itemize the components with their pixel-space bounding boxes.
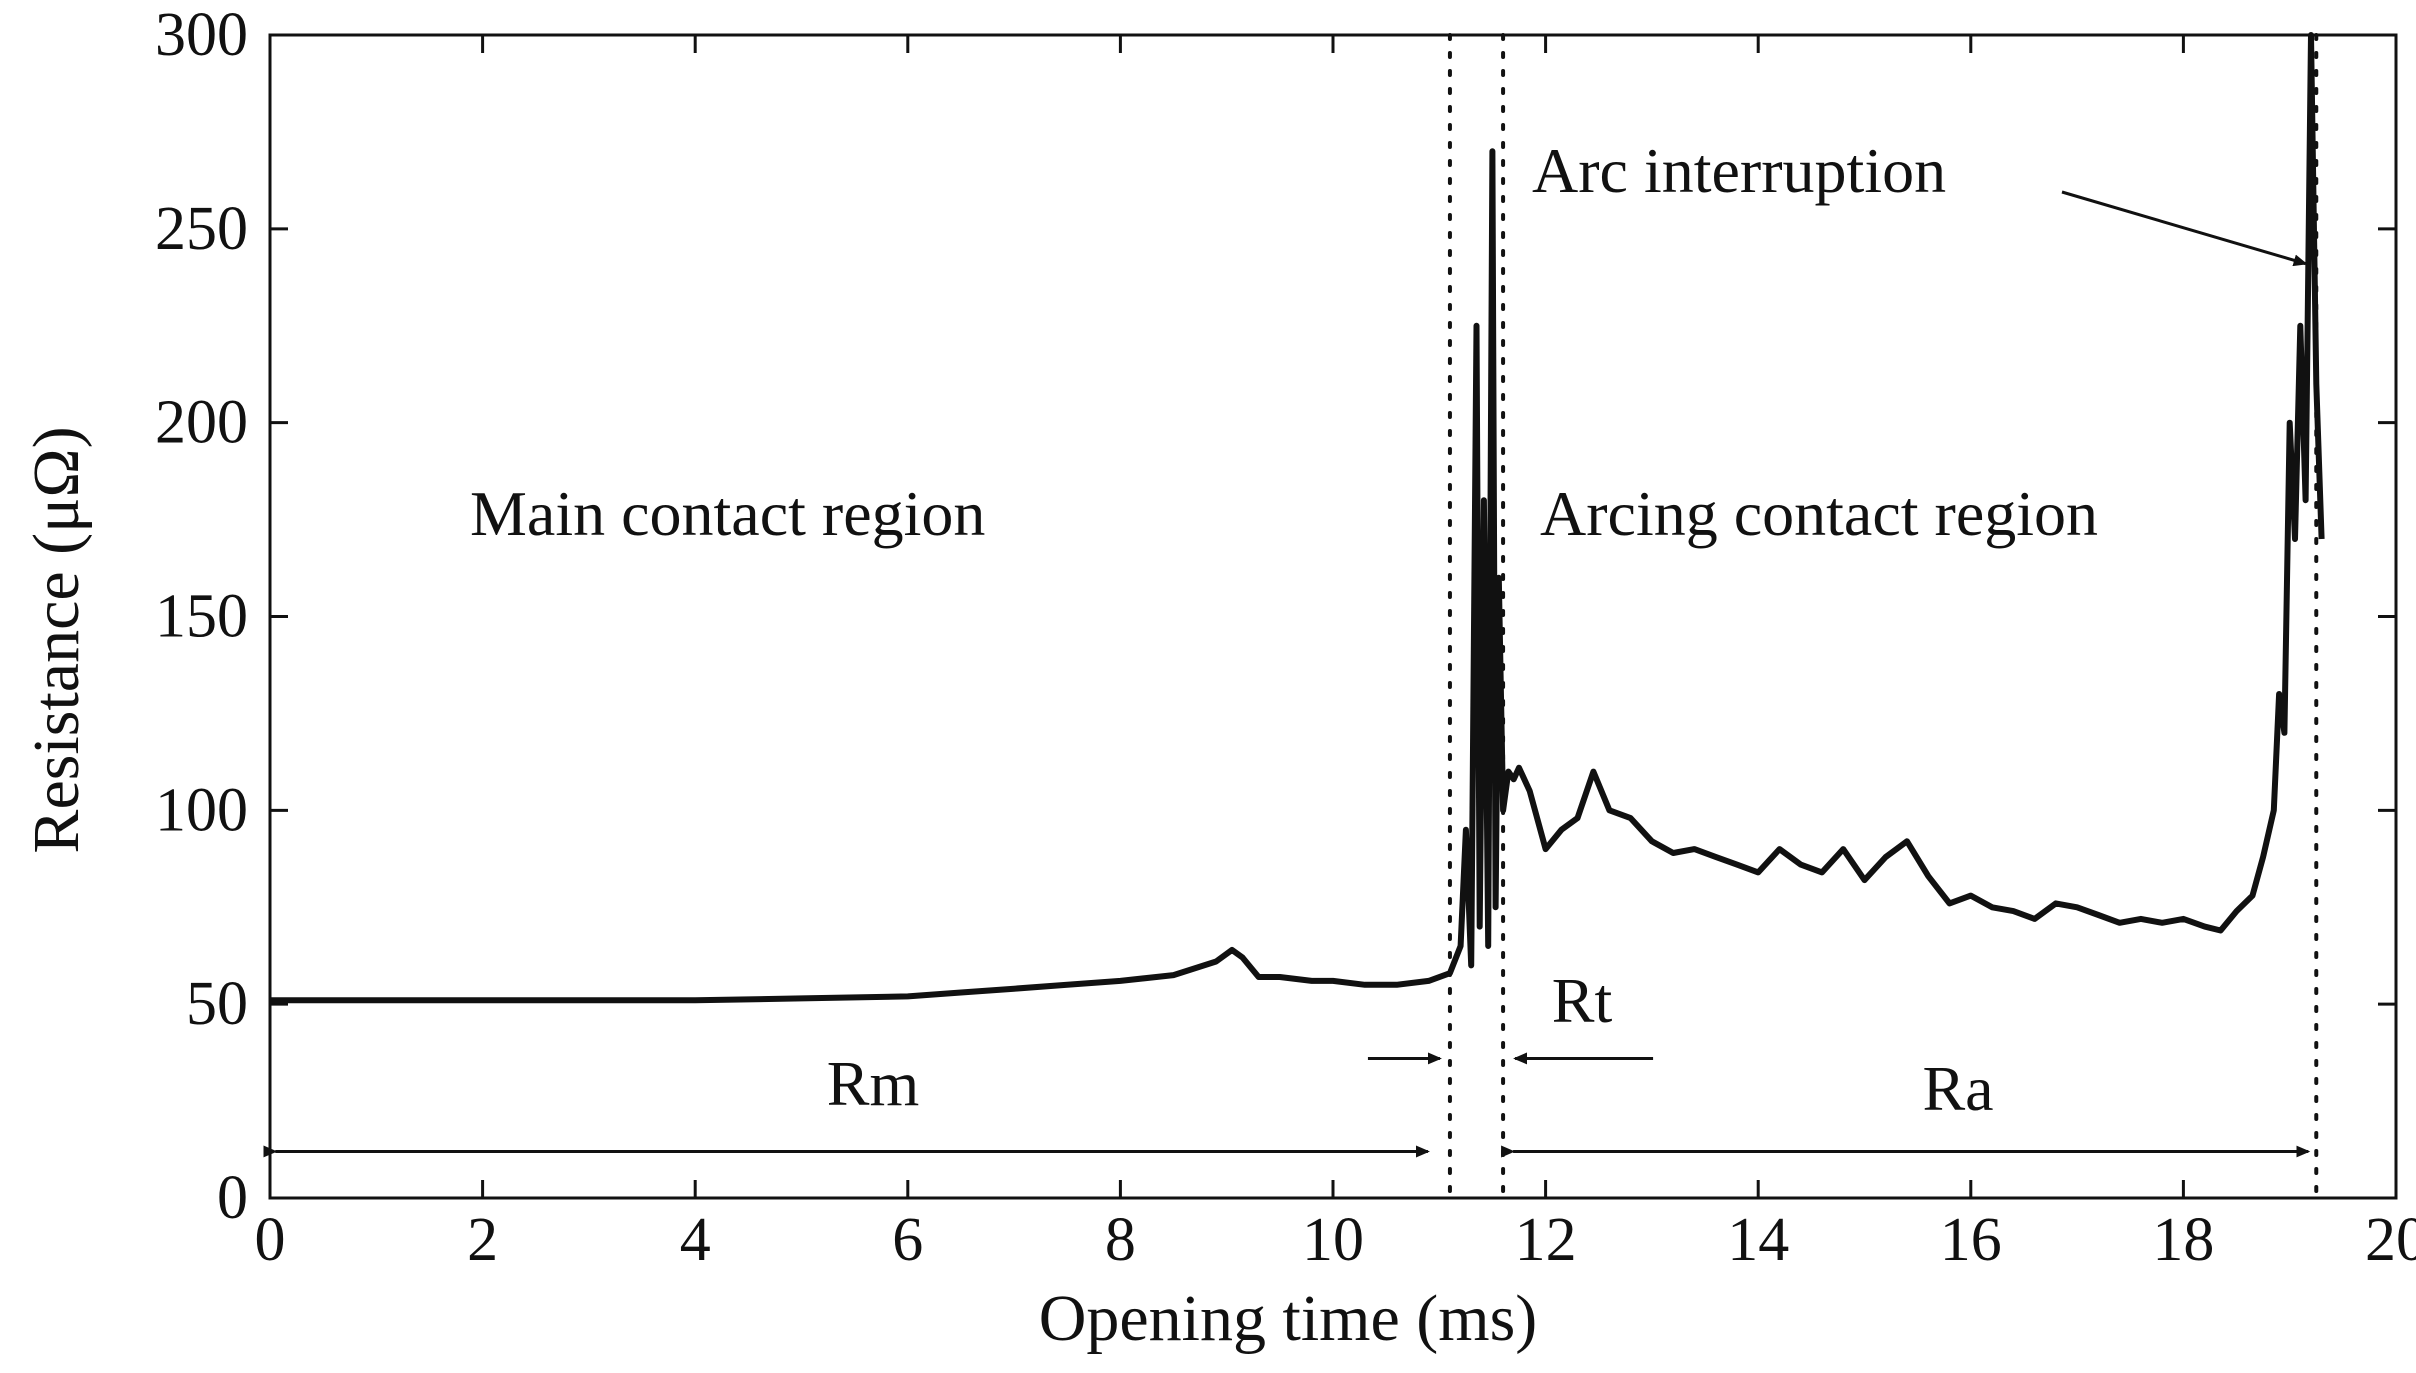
rm-label: Rm xyxy=(827,1048,919,1119)
x-tick-label-5: 10 xyxy=(1302,1206,1364,1274)
ra-label: Ra xyxy=(1922,1053,1993,1124)
y-tick-label-6: 300 xyxy=(155,1,248,69)
plot-frame xyxy=(268,33,2398,1200)
main-contact-region-label: Main contact region xyxy=(470,478,985,549)
y-tick-label-4: 200 xyxy=(155,389,248,457)
y-tick-label-2: 100 xyxy=(155,776,248,844)
x-tick-label-2: 4 xyxy=(680,1206,711,1274)
x-tick-label-0: 0 xyxy=(255,1206,286,1274)
x-tick-label-8: 16 xyxy=(1940,1206,2002,1274)
y-tick-label-0: 0 xyxy=(217,1164,248,1232)
y-tick-label-1: 50 xyxy=(186,970,248,1038)
y-tick-label-5: 250 xyxy=(155,195,248,263)
x-tick-label-6: 12 xyxy=(1515,1206,1577,1274)
x-tick-label-1: 2 xyxy=(467,1206,498,1274)
arc-interruption-label: Arc interruption xyxy=(1532,135,1946,206)
y-axis-title: Resistance (μΩ) xyxy=(20,426,93,853)
x-axis-title: Opening time (ms) xyxy=(1039,1282,1538,1355)
arcing-contact-region-label: Arcing contact region xyxy=(1540,478,2098,549)
resistance-series-line xyxy=(270,32,2325,1004)
x-tick-label-3: 6 xyxy=(892,1206,923,1274)
rt-label: Rt xyxy=(1552,965,1613,1036)
x-tick-label-7: 14 xyxy=(1727,1206,1789,1274)
arc-interruption-arrow xyxy=(2061,190,2308,267)
y-tick-label-3: 150 xyxy=(155,583,248,651)
x-tick-label-9: 18 xyxy=(2152,1206,2214,1274)
x-tick-label-10: 20 xyxy=(2365,1206,2416,1274)
x-tick-label-4: 8 xyxy=(1105,1206,1136,1274)
